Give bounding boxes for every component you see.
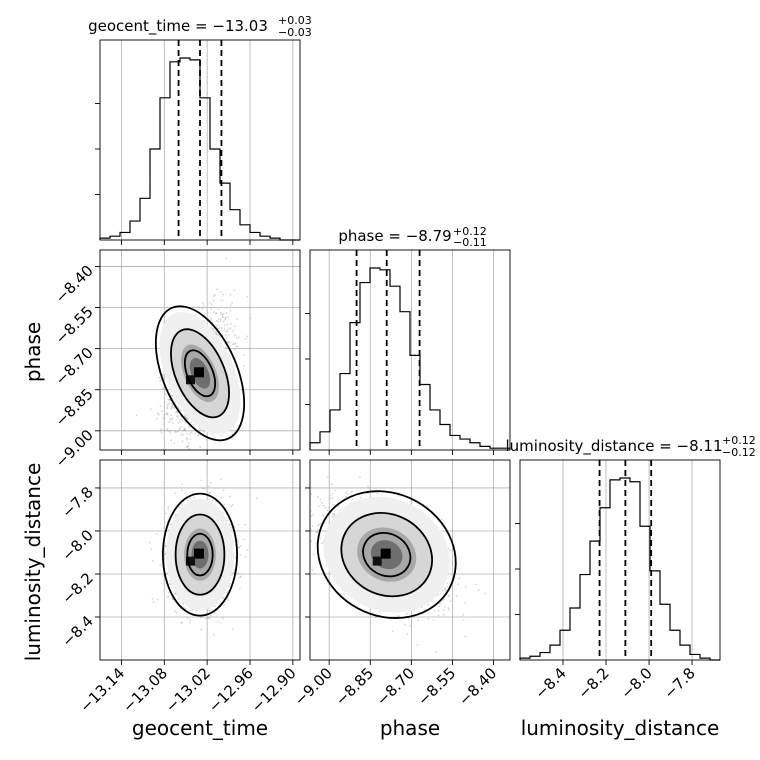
panel-grid xyxy=(121,40,294,240)
contour-line xyxy=(316,490,457,619)
x-tick-label: −8.85 xyxy=(332,664,377,709)
contour-line xyxy=(170,328,230,419)
panel-frame xyxy=(99,459,301,661)
panel-frame xyxy=(519,459,721,661)
density-geocent_time-phase xyxy=(135,257,252,450)
y-tick-label: −7.8 xyxy=(58,483,96,521)
title-geocent-time-sup: +0.03 xyxy=(278,14,312,27)
x-tick-label: −8.70 xyxy=(373,664,418,709)
density-peak xyxy=(194,548,204,559)
density-peak xyxy=(194,367,204,378)
x-tick-label: −8.2 xyxy=(574,664,612,702)
density-peak xyxy=(372,556,382,566)
x-tick-label: −13.02 xyxy=(162,664,214,716)
x-tick-label: −13.08 xyxy=(119,664,171,716)
x-tick-label: −12.90 xyxy=(248,664,300,716)
xlabel-geocent-time: geocent_time xyxy=(132,716,268,740)
y-tick-label: −8.70 xyxy=(52,344,97,389)
y-tick-label: −8.0 xyxy=(58,526,96,564)
title-luminosity-distance: luminosity_distance = −8.11 xyxy=(505,437,722,456)
x-tick-label: −8.0 xyxy=(617,664,655,702)
contour-line xyxy=(186,532,214,577)
density-peak xyxy=(186,375,195,385)
panel-frame xyxy=(99,39,301,241)
density-peak xyxy=(380,548,391,559)
panel-grid xyxy=(100,250,300,450)
y-tick-label: −8.55 xyxy=(52,303,97,348)
ylabel-luminosity-distance: luminosity_distance xyxy=(21,463,45,662)
title-luminosity-distance-sup: +0.12 xyxy=(722,434,756,447)
x-tick-label: −8.55 xyxy=(414,664,459,709)
y-tick-label: −8.2 xyxy=(58,569,96,607)
histogram-geocent_time xyxy=(99,57,300,241)
panels: −8.4 −8.2 −8.0 −7.8−9.00−8.85−8.70−8.55−8.4… xyxy=(52,39,721,716)
title-phase-sup: +0.12 xyxy=(453,225,487,238)
density-geocent_time-luminosity_distance xyxy=(148,478,258,636)
title-phase: phase = −8.79 xyxy=(338,227,451,245)
contour-line xyxy=(161,492,238,617)
ylabel-phase: phase xyxy=(21,322,45,382)
x-tick-label: −9.00 xyxy=(291,664,336,709)
density-peak xyxy=(186,556,195,566)
title-geocent-time: geocent_time = −13.03 xyxy=(88,17,268,36)
panel-grid xyxy=(562,460,693,660)
y-tick-label: −9.00 xyxy=(52,426,97,471)
panel-frame xyxy=(309,459,511,661)
panel-frame xyxy=(309,249,511,451)
contour-line xyxy=(154,305,246,442)
title-luminosity-distance-sub: −0.12 xyxy=(722,446,756,459)
x-tick-label: −12.96 xyxy=(205,664,257,716)
contour-line xyxy=(174,513,226,596)
x-tick-label: −8.4 xyxy=(531,664,569,702)
y-tick-label: −8.4 xyxy=(58,612,96,650)
x-tick-label: −7.8 xyxy=(660,664,698,702)
density-phase-luminosity_distance xyxy=(310,476,487,653)
x-tick-label: −8.40 xyxy=(455,664,500,709)
panel-grid xyxy=(328,250,494,450)
x-tick-label: −13.14 xyxy=(76,664,128,716)
y-tick-label: −8.40 xyxy=(52,262,97,307)
title-phase-sub: −0.11 xyxy=(453,236,487,249)
contour-line xyxy=(340,512,433,598)
histogram-phase xyxy=(309,267,511,450)
xlabel-luminosity-distance: luminosity_distance xyxy=(521,716,720,740)
contour-line xyxy=(362,531,412,578)
xlabel-phase: phase xyxy=(380,716,440,740)
contour-line xyxy=(183,349,217,398)
y-tick-label: −8.85 xyxy=(52,385,97,430)
panel-frame xyxy=(99,249,301,451)
histogram-luminosity_distance xyxy=(519,477,720,661)
title-geocent-time-sub: −0.03 xyxy=(278,26,312,39)
